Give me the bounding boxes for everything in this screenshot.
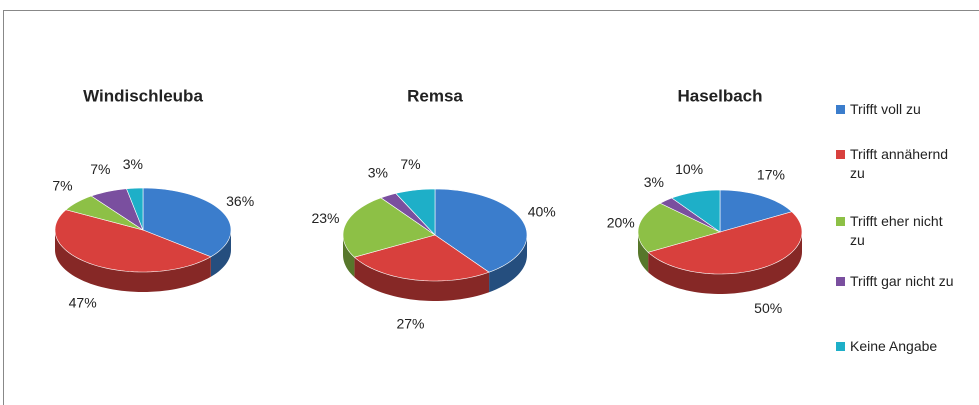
legend-label: Keine Angabe	[850, 338, 938, 354]
legend-item: Trifft gar nicht zu	[836, 272, 961, 291]
data-label: 17%	[757, 167, 785, 183]
chart-title: Haselbach	[677, 86, 762, 105]
slice	[647, 211, 803, 275]
data-label: 23%	[311, 210, 339, 226]
data-label: 47%	[69, 295, 97, 311]
slice	[126, 187, 144, 231]
legend-label: Trifft voll zu	[850, 101, 921, 117]
slice	[54, 209, 212, 273]
legend-item: Trifft annähernd zu	[836, 145, 961, 183]
data-label: 20%	[607, 215, 635, 231]
data-label: 3%	[368, 164, 388, 180]
slice	[671, 189, 721, 233]
legend-swatch	[836, 150, 845, 159]
legend-item: Trifft voll zu	[836, 100, 961, 119]
legend-label: Trifft eher nicht zu	[850, 213, 943, 248]
legend-swatch	[836, 342, 845, 351]
slice	[395, 188, 436, 236]
data-label: 36%	[226, 193, 254, 209]
data-label: 3%	[123, 156, 143, 172]
legend-label: Trifft gar nicht zu	[850, 273, 954, 289]
data-label: 50%	[754, 300, 782, 316]
legend-item: Keine Angabe	[836, 337, 961, 356]
data-label: 7%	[90, 161, 110, 177]
slice-side	[343, 235, 355, 278]
data-label: 10%	[675, 161, 703, 177]
chart-title: Windischleuba	[83, 86, 203, 105]
slice-side	[638, 232, 649, 273]
slice	[719, 189, 793, 233]
data-label: 7%	[52, 178, 72, 194]
legend-label: Trifft annähernd zu	[850, 146, 949, 181]
slice	[90, 188, 144, 231]
data-label: 3%	[644, 174, 664, 190]
frame	[3, 10, 979, 405]
slice-side	[648, 232, 802, 294]
legend-swatch	[836, 217, 845, 226]
slice	[142, 187, 232, 258]
data-label: 40%	[528, 204, 556, 220]
legend-item: Trifft eher nicht zu	[836, 212, 961, 250]
slice	[342, 197, 436, 258]
legend-swatch	[836, 105, 845, 114]
slice	[65, 195, 144, 231]
chart-title: Remsa	[407, 86, 463, 105]
slice	[353, 234, 490, 282]
slice-side	[354, 257, 490, 301]
legend-swatch	[836, 277, 845, 286]
slice-side	[210, 230, 231, 277]
slice	[434, 188, 528, 273]
slice-side	[55, 230, 211, 292]
data-label: 7%	[400, 156, 420, 172]
slice	[637, 202, 721, 253]
slice-side	[489, 235, 527, 293]
data-label: 27%	[396, 315, 424, 331]
